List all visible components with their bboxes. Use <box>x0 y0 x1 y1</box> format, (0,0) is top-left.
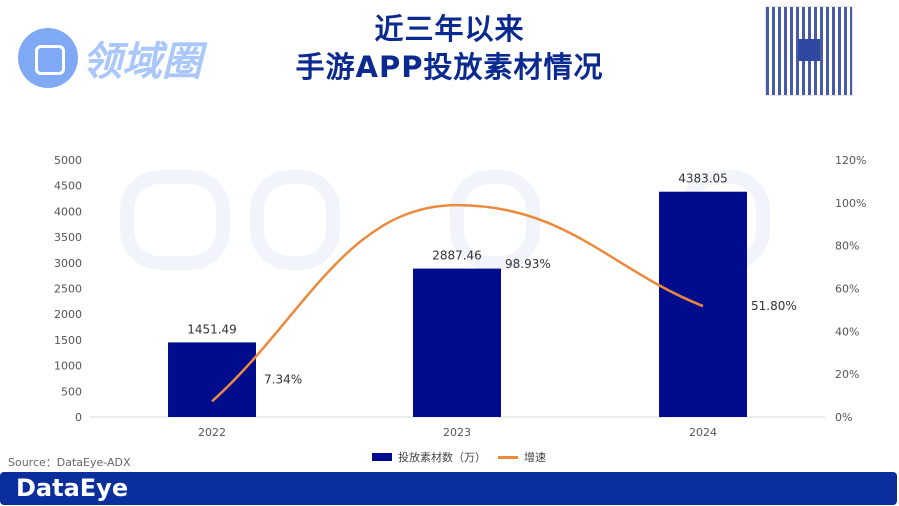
title-line-1: 近三年以来 <box>374 12 525 46</box>
bar-value-label: 4383.05 <box>678 172 728 186</box>
left-tick-label: 1500 <box>54 334 82 347</box>
right-tick-label: 0% <box>835 411 852 424</box>
logo-text: 领域圈 <box>82 39 202 85</box>
left-tick-label: 4000 <box>54 205 82 218</box>
right-tick-label: 40% <box>835 325 859 338</box>
qr-code-icon <box>765 6 853 96</box>
footer-logo: DataEye <box>16 474 129 502</box>
right-tick-label: 60% <box>835 283 859 296</box>
growth-value-label: 7.34% <box>264 372 302 386</box>
right-tick-label: 100% <box>835 197 866 210</box>
bar <box>659 191 747 417</box>
left-tick-label: 4500 <box>54 180 82 193</box>
bar-value-label: 1451.49 <box>187 322 237 336</box>
brand-logo: 领域圈 <box>18 28 202 88</box>
legend-line-swatch <box>498 455 518 459</box>
right-tick-label: 120% <box>835 154 866 167</box>
left-tick-label: 3500 <box>54 231 82 244</box>
x-tick-label: 2024 <box>689 426 717 439</box>
growth-value-label: 51.80% <box>751 299 797 313</box>
bar <box>413 268 501 417</box>
left-tick-label: 0 <box>75 411 82 424</box>
legend: 投放素材数（万） 增速 <box>372 449 546 465</box>
left-tick-label: 1000 <box>54 360 82 373</box>
growth-value-label: 98.93% <box>505 257 551 271</box>
left-tick-label: 2000 <box>54 308 82 321</box>
left-tick-label: 2500 <box>54 283 82 296</box>
logo-icon <box>18 28 78 88</box>
legend-bar-swatch <box>372 453 392 461</box>
left-tick-label: 500 <box>61 385 82 398</box>
legend-line-label: 增速 <box>524 451 546 464</box>
growth-line <box>211 203 704 403</box>
right-tick-label: 20% <box>835 368 859 381</box>
title-line-2: 手游APP投放素材情况 <box>295 50 604 84</box>
footer-bar: DataEye <box>0 472 897 505</box>
bar <box>168 342 256 417</box>
left-tick-label: 3000 <box>54 257 82 270</box>
x-tick-label: 2022 <box>198 426 226 439</box>
x-tick-label: 2023 <box>443 426 471 439</box>
watermark-shape <box>120 170 230 270</box>
right-tick-label: 80% <box>835 240 859 253</box>
source-note: Source：DataEye-ADX <box>8 456 131 469</box>
left-tick-label: 5000 <box>54 154 82 167</box>
bar-value-label: 2887.46 <box>432 249 482 263</box>
legend-bar-label: 投放素材数（万） <box>398 451 486 464</box>
